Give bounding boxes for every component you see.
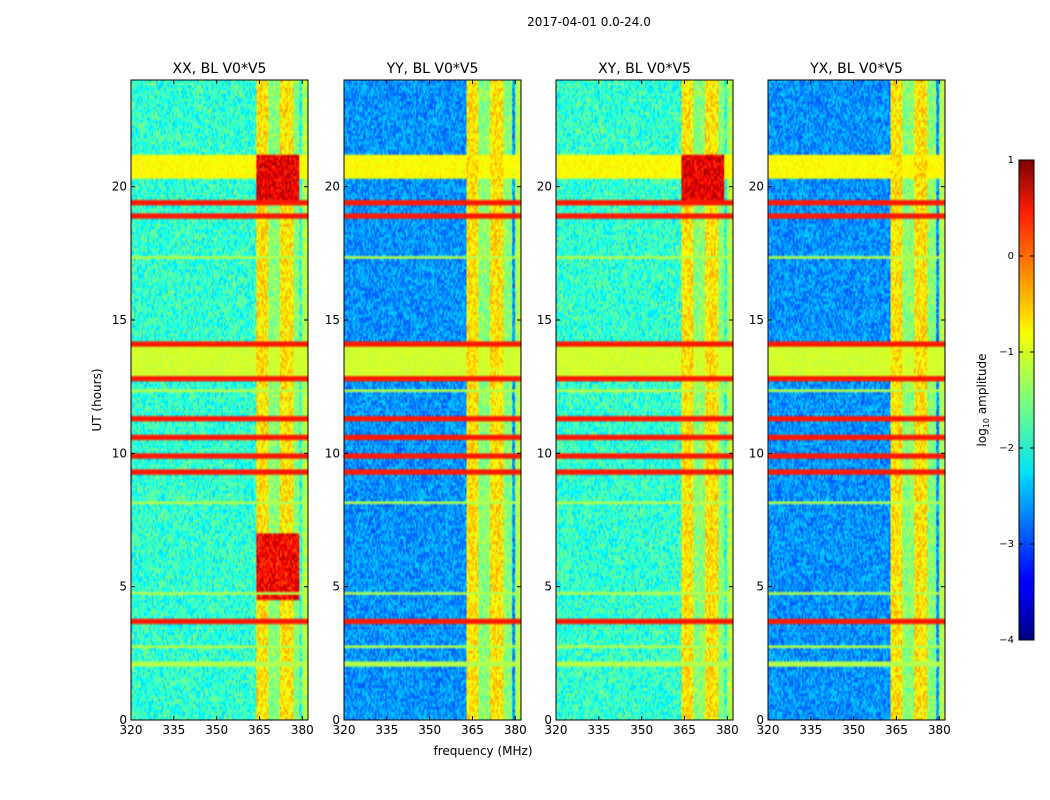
x-tick-label: 380 — [504, 723, 527, 737]
x-tick-label: 365 — [461, 723, 484, 737]
x-tick-label: 335 — [799, 723, 822, 737]
y-tick-label: 10 — [749, 446, 764, 460]
x-tick-label: 350 — [418, 723, 441, 737]
heatmap-panel-3: XY, BL V0*V5 320 335 350 365 380 0 5 10 15 20 — [537, 61, 739, 737]
x-tick-label: 350 — [205, 723, 228, 737]
colorbar-tick-label: −1 — [999, 347, 1014, 358]
panel-title: XX, BL V0*V5 — [173, 61, 267, 77]
colorbar-label: log10 amplitude — [975, 354, 991, 447]
x-tick-label: 320 — [333, 723, 356, 737]
heatmap-panel-1: XX, BL V0*V5 320 335 350 365 380 0 5 10 15 20 — [112, 61, 314, 737]
y-tick-label: 10 — [325, 446, 340, 460]
x-tick-label: 380 — [928, 723, 951, 737]
x-tick-label: 350 — [630, 723, 653, 737]
y-tick-label: 0 — [119, 713, 127, 727]
y-tick-label: 20 — [749, 180, 764, 194]
colorbar-gradient — [1018, 159, 1035, 641]
y-tick-label: 5 — [544, 580, 552, 594]
colorbar-tick-label: −3 — [999, 539, 1014, 550]
colorbar-tick-label: 1 — [1008, 155, 1014, 166]
plot-frame — [767, 79, 946, 721]
colorbar-tick-label: −2 — [999, 443, 1014, 454]
y-tick-label: 0 — [756, 713, 764, 727]
y-tick-label: 20 — [112, 180, 127, 194]
panel-title: XY, BL V0*V5 — [598, 61, 691, 77]
panel-title: YY, BL V0*V5 — [386, 61, 479, 77]
x-tick-label: 335 — [375, 723, 398, 737]
panel-title: YX, BL V0*V5 — [809, 61, 903, 77]
x-tick-label: 320 — [545, 723, 568, 737]
x-tick-label: 320 — [120, 723, 143, 737]
y-tick-label: 20 — [325, 180, 340, 194]
x-tick-label: 365 — [673, 723, 696, 737]
plot-frame — [555, 79, 734, 721]
y-tick-label: 15 — [749, 313, 764, 327]
colorbar-ticks: 1 0 −1 −2 −3 −4 — [999, 155, 1034, 646]
figure-suptitle: 2017-04-01 0.0-24.0 — [527, 15, 651, 29]
y-tick-label: 15 — [112, 313, 127, 327]
x-tick-label: 320 — [757, 723, 780, 737]
y-axis-label: UT (hours) — [90, 368, 104, 431]
heatmap-image — [131, 80, 308, 720]
heatmap-image — [556, 80, 733, 720]
y-tick-label: 5 — [119, 580, 127, 594]
plot-frame — [130, 79, 309, 721]
y-tick-label: 20 — [537, 180, 552, 194]
x-axis-label: frequency (MHz) — [433, 744, 532, 758]
heatmap-image — [768, 80, 945, 720]
x-tick-label: 350 — [842, 723, 865, 737]
colorbar: 1 0 −1 −2 −3 −4 log10 amplitude — [975, 155, 1035, 646]
x-tick-label: 380 — [291, 723, 314, 737]
colorbar-tick-label: 0 — [1008, 251, 1014, 262]
y-tick-label: 15 — [325, 313, 340, 327]
x-tick-label: 380 — [716, 723, 739, 737]
plot-frame — [343, 79, 522, 721]
heatmap-panel-4: YX, BL V0*V5 320 335 350 365 380 0 5 10 15 20 — [749, 61, 951, 737]
y-tick-label: 5 — [756, 580, 764, 594]
heatmap-image — [344, 80, 521, 720]
heatmap-panel-2: YY, BL V0*V5 320 335 350 365 380 0 5 10 15 20 — [325, 61, 527, 737]
y-tick-label: 15 — [537, 313, 552, 327]
y-tick-label: 10 — [537, 446, 552, 460]
x-tick-label: 365 — [885, 723, 908, 737]
x-tick-label: 335 — [587, 723, 610, 737]
x-tick-label: 335 — [162, 723, 185, 737]
y-tick-label: 5 — [332, 580, 340, 594]
y-tick-label: 10 — [112, 446, 127, 460]
y-tick-label: 0 — [332, 713, 340, 727]
colorbar-tick-label: −4 — [999, 635, 1014, 646]
x-tick-label: 365 — [248, 723, 271, 737]
y-tick-label: 0 — [544, 713, 552, 727]
